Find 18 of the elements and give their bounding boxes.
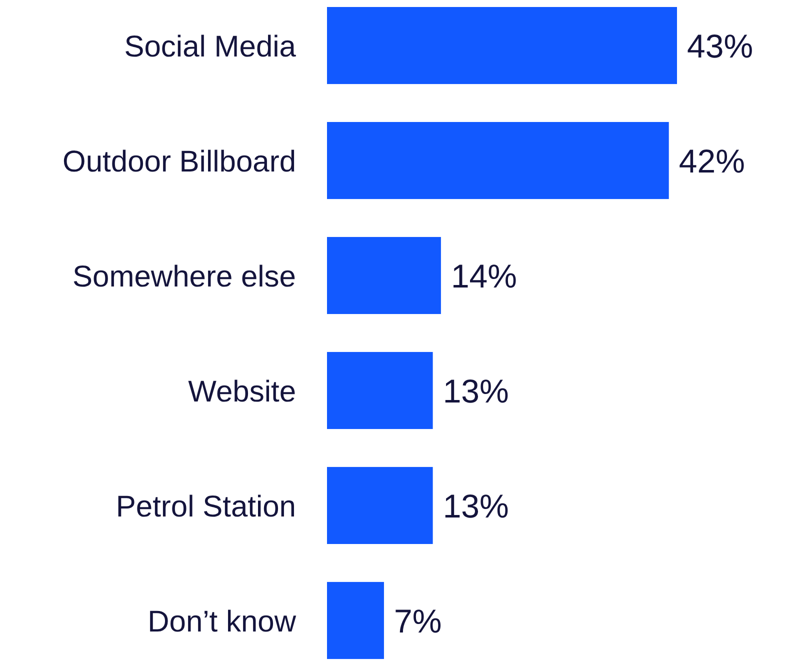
bar bbox=[327, 122, 669, 200]
y-tick-label: Outdoor Billboard bbox=[62, 146, 296, 179]
y-tick-label: Social Media bbox=[124, 30, 296, 64]
data-label: 13% bbox=[442, 487, 509, 524]
y-tick-label: Petrol Station bbox=[116, 490, 296, 524]
data-label: 42% bbox=[678, 142, 745, 180]
y-tick-label: Somewhere else bbox=[72, 260, 296, 294]
y-tick-label: Website bbox=[188, 375, 296, 408]
bar bbox=[327, 466, 433, 544]
data-label: 43% bbox=[687, 28, 754, 65]
bar bbox=[327, 582, 384, 659]
bar bbox=[327, 352, 433, 430]
bar bbox=[327, 7, 677, 84]
data-label: 7% bbox=[394, 602, 442, 640]
bar bbox=[327, 236, 441, 314]
data-label: 13% bbox=[442, 372, 509, 410]
data-label: 14% bbox=[450, 258, 518, 295]
y-tick-label: Don’t know bbox=[148, 605, 296, 638]
